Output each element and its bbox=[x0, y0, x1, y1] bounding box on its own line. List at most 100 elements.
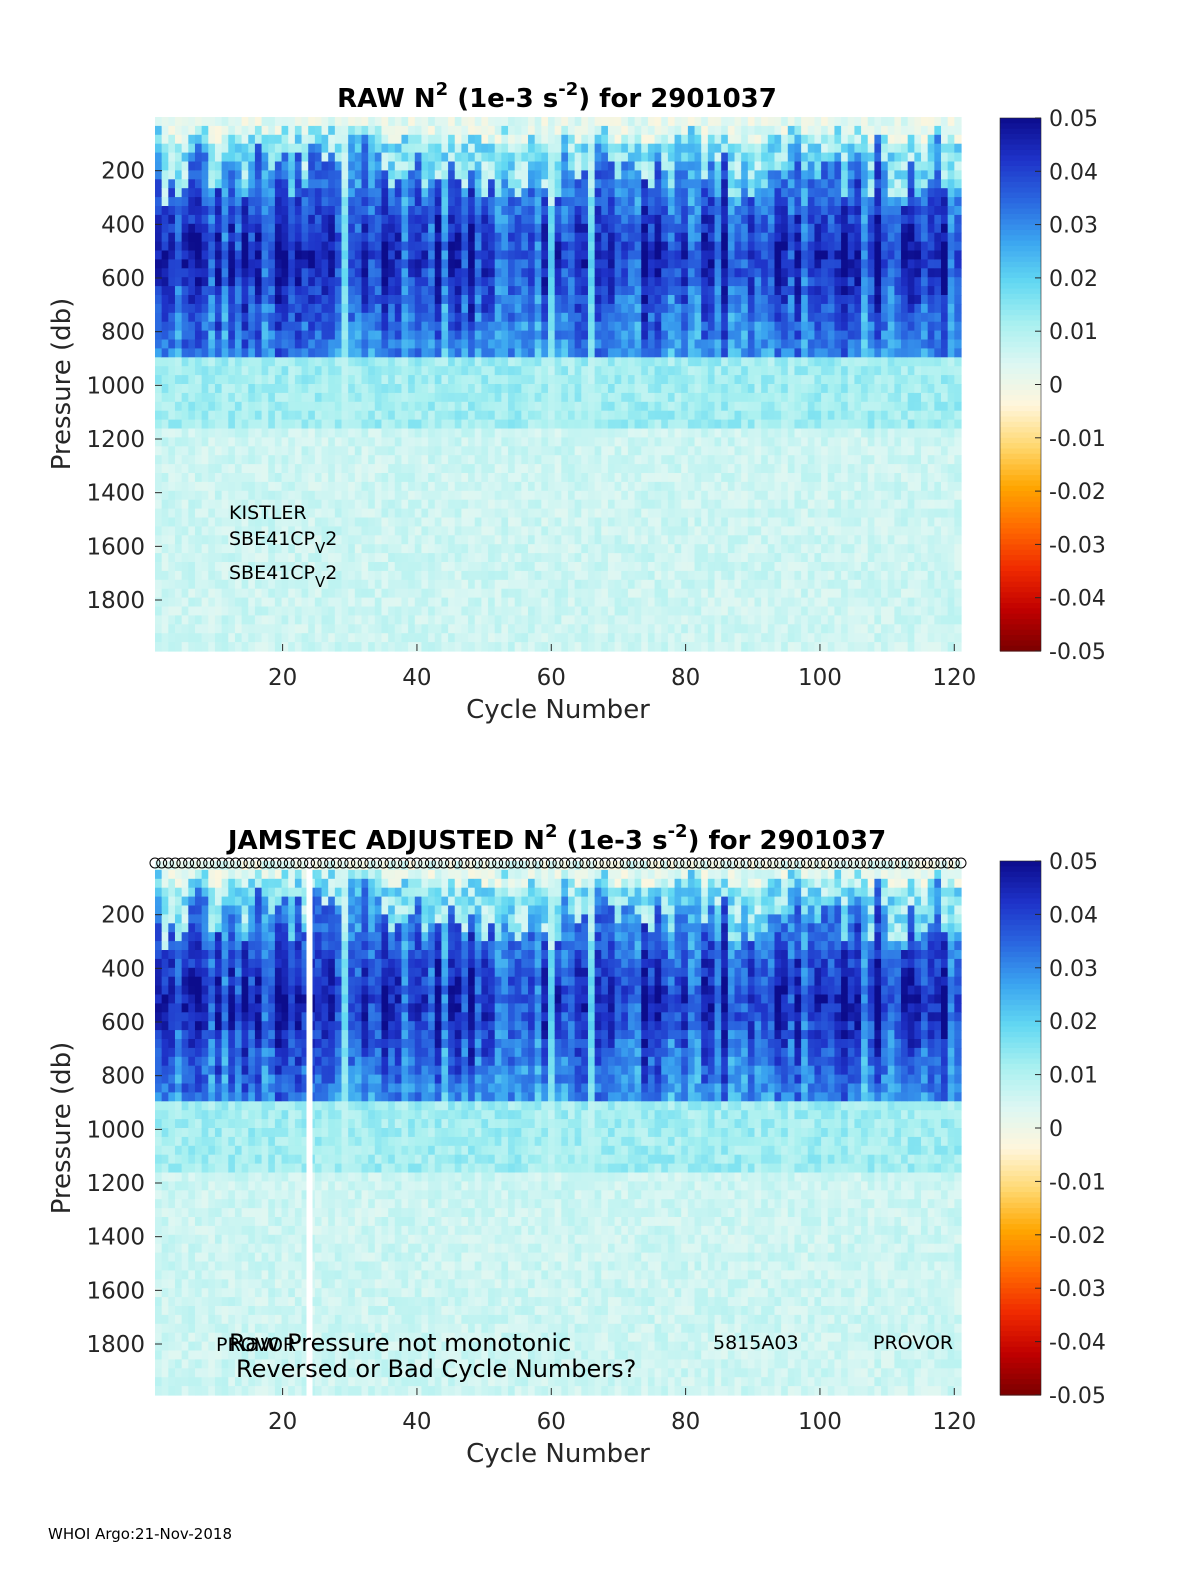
heatmap-cell bbox=[155, 588, 163, 599]
heatmap-cell bbox=[541, 384, 549, 394]
heatmap-cell bbox=[607, 526, 616, 536]
heatmap-cell bbox=[414, 268, 423, 278]
heatmap-cell bbox=[667, 321, 676, 332]
heatmap-cell bbox=[614, 357, 622, 367]
heatmap-cell bbox=[374, 348, 383, 358]
heatmap-cell bbox=[647, 455, 656, 465]
heatmap-cell bbox=[701, 286, 709, 296]
heatmap-cell bbox=[281, 553, 289, 563]
heatmap-cell bbox=[341, 170, 349, 180]
heatmap-cell bbox=[601, 268, 609, 278]
heatmap-cell bbox=[494, 286, 502, 296]
heatmap-cell bbox=[354, 143, 363, 154]
heatmap-cell bbox=[334, 161, 343, 171]
heatmap-cell bbox=[248, 125, 256, 136]
heatmap-cell bbox=[328, 401, 336, 412]
heatmap-cell bbox=[501, 481, 509, 492]
heatmap-cell bbox=[394, 535, 403, 545]
heatmap-cell bbox=[621, 517, 629, 527]
heatmap-cell bbox=[268, 161, 276, 171]
heatmap-cell bbox=[647, 410, 656, 421]
heatmap-cell bbox=[494, 428, 502, 438]
heatmap-cell bbox=[401, 170, 409, 180]
heatmap-cell bbox=[301, 526, 309, 536]
heatmap-cell bbox=[321, 232, 329, 243]
heatmap-cell bbox=[221, 152, 229, 163]
heatmap-cell bbox=[394, 152, 403, 163]
heatmap-cell bbox=[161, 517, 169, 527]
heatmap-cell bbox=[201, 286, 209, 296]
heatmap-cell bbox=[661, 490, 669, 501]
heatmap-cell bbox=[261, 499, 269, 510]
heatmap-cell bbox=[494, 419, 502, 430]
heatmap-cell bbox=[468, 348, 476, 358]
heatmap-cell bbox=[328, 410, 336, 421]
heatmap-cell bbox=[214, 161, 223, 171]
heatmap-cell bbox=[428, 197, 436, 207]
heatmap-cell bbox=[587, 473, 596, 483]
heatmap-cell bbox=[607, 606, 616, 616]
heatmap-cell bbox=[581, 624, 589, 634]
heatmap-cell bbox=[687, 428, 696, 438]
heatmap-cell bbox=[474, 188, 482, 198]
heatmap-cell bbox=[214, 348, 223, 358]
heatmap-cell bbox=[488, 526, 496, 536]
heatmap-cell bbox=[268, 232, 276, 243]
heatmap-cell bbox=[474, 597, 482, 608]
heatmap-cell bbox=[534, 214, 542, 225]
heatmap-cell bbox=[301, 384, 309, 394]
heatmap-cell bbox=[248, 170, 256, 180]
heatmap-cell bbox=[321, 464, 329, 474]
heatmap-cell bbox=[667, 295, 676, 305]
heatmap-cell bbox=[228, 481, 236, 492]
heatmap-cell bbox=[181, 241, 189, 252]
heatmap-cell bbox=[428, 286, 436, 296]
heatmap-cell bbox=[155, 223, 163, 234]
heatmap-cell bbox=[274, 214, 283, 225]
heatmap-cell bbox=[474, 535, 482, 545]
heatmap-cell bbox=[448, 633, 456, 643]
heatmap-cell bbox=[454, 544, 463, 554]
heatmap-cell bbox=[501, 588, 509, 599]
heatmap-cell bbox=[294, 125, 303, 136]
heatmap-cell bbox=[374, 223, 383, 234]
heatmap-cell bbox=[654, 206, 662, 216]
heatmap-cell bbox=[174, 579, 183, 590]
heatmap-cell bbox=[381, 553, 389, 563]
heatmap-cell bbox=[454, 259, 463, 269]
heatmap-cell bbox=[328, 312, 336, 323]
heatmap-cell bbox=[567, 232, 576, 243]
heatmap-cell bbox=[441, 401, 449, 412]
heatmap-cell bbox=[261, 241, 269, 252]
heatmap-cell bbox=[408, 446, 416, 456]
heatmap-cell bbox=[434, 277, 443, 287]
heatmap-cell bbox=[548, 553, 556, 563]
heatmap-cell bbox=[587, 570, 596, 581]
heatmap-cell bbox=[408, 410, 416, 421]
heatmap-cell bbox=[301, 633, 309, 643]
heatmap-cell bbox=[201, 544, 209, 554]
heatmap-cell bbox=[268, 419, 276, 430]
heatmap-cell bbox=[341, 339, 349, 349]
heatmap-cell bbox=[294, 392, 303, 403]
heatmap-cell bbox=[334, 152, 343, 163]
heatmap-cell bbox=[168, 410, 176, 421]
heatmap-cell bbox=[168, 170, 176, 180]
heatmap-cell bbox=[647, 339, 656, 349]
heatmap-cell bbox=[214, 615, 223, 625]
heatmap-cell bbox=[374, 241, 383, 252]
heatmap-cell bbox=[368, 384, 376, 394]
heatmap-cell bbox=[188, 624, 196, 634]
heatmap-cell bbox=[308, 232, 316, 243]
heatmap-cell bbox=[601, 410, 609, 421]
heatmap-cell bbox=[667, 232, 676, 243]
heatmap-cell bbox=[268, 401, 276, 412]
heatmap-cell bbox=[594, 303, 602, 314]
heatmap-cell bbox=[674, 401, 682, 412]
heatmap-cell bbox=[488, 446, 496, 456]
heatmap-cell bbox=[381, 508, 389, 519]
heatmap-cell bbox=[508, 366, 516, 376]
heatmap-cell bbox=[421, 188, 429, 198]
heatmap-cell bbox=[514, 481, 522, 492]
heatmap-cell bbox=[254, 303, 263, 314]
